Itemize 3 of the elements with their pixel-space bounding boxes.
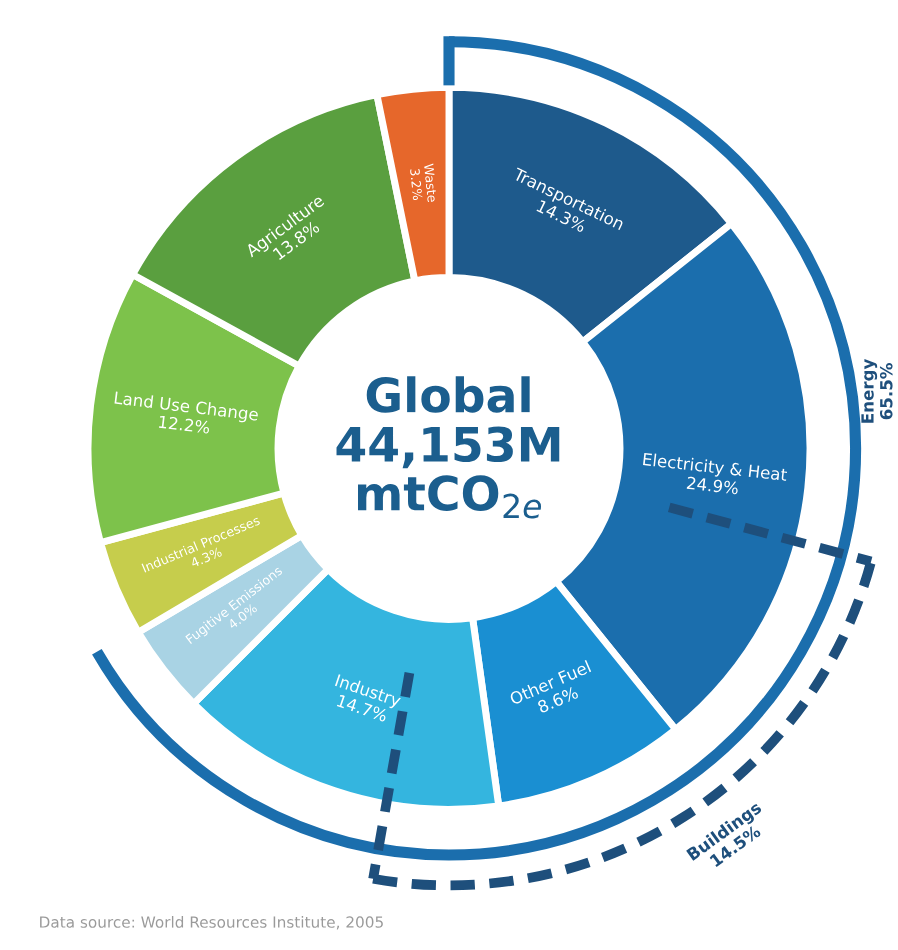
data-label: 24.9% [686,476,739,495]
text: Global 44,153M mtCO$_{2e}$ [336,376,560,519]
text: Energy 65.5% [861,358,893,423]
